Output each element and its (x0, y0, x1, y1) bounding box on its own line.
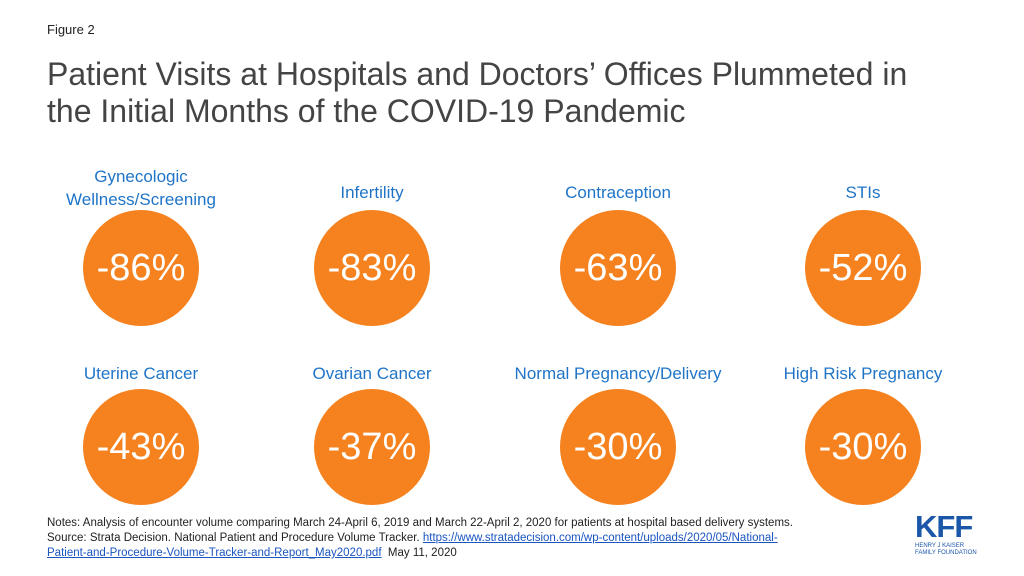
stat-label-line: High Risk Pregnancy (783, 364, 943, 383)
kff-logo: KFF HENRY J KAISER FAMILY FOUNDATION (903, 510, 1003, 560)
stat-circle: -43% (83, 389, 199, 505)
stat-circle: -86% (83, 210, 199, 326)
stat-label-line: Uterine Cancer (83, 364, 199, 383)
stat-value: -52% (818, 246, 908, 289)
stat-value: -86% (96, 246, 186, 289)
stat-tile: Normal Pregnancy/Delivery -30% (508, 362, 728, 512)
stat-circle: -83% (314, 210, 430, 326)
source-date: May 11, 2020 (381, 547, 457, 559)
stat-tile: STIs -52% (753, 165, 973, 326)
stat-label-line: Contraception (565, 183, 671, 202)
stat-value: -30% (818, 425, 908, 468)
stat-label: Contraception (508, 181, 728, 204)
stat-circle: -30% (560, 389, 676, 505)
stat-tile: High Risk Pregnancy -30% (753, 362, 973, 512)
stat-value: -83% (327, 246, 417, 289)
source-prefix: Source: Strata Decision. National Patien… (47, 532, 423, 544)
source-link-part2: Patient-and-Procedure-Volume-Tracker-and… (47, 547, 382, 559)
kff-logo-line-2: FAMILY FOUNDATION (915, 550, 977, 556)
stat-label: Normal Pregnancy/Delivery (508, 362, 728, 385)
stat-tile: Contraception -63% (508, 165, 728, 326)
stat-value: -37% (327, 425, 417, 468)
stat-label-line: Wellness/Screening (66, 190, 216, 209)
figure-label: Figure 2 (47, 22, 95, 37)
source-link[interactable]: https://www.stratadecision.com/wp-conten… (47, 532, 778, 559)
stat-circle: -37% (314, 389, 430, 505)
notes: Notes: Analysis of encounter volume comp… (47, 516, 907, 561)
stat-label: Gynecologic Wellness/Screening (31, 165, 251, 211)
stat-label: STIs (753, 181, 973, 204)
stat-label-line: STIs (845, 183, 881, 202)
stat-label-line: Normal Pregnancy/Delivery (514, 364, 722, 383)
page-title: Patient Visits at Hospitals and Doctors’… (47, 56, 1007, 130)
stat-label: Uterine Cancer (31, 362, 251, 385)
stat-label-line: Infertility (340, 183, 404, 202)
stat-label: Ovarian Cancer (262, 362, 482, 385)
stat-label: High Risk Pregnancy (753, 362, 973, 385)
stat-value: -30% (573, 425, 663, 468)
stat-tile: Gynecologic Wellness/Screening -86% (31, 165, 251, 326)
stat-tile: Infertility -83% (262, 165, 482, 326)
source-line: Source: Strata Decision. National Patien… (47, 531, 907, 561)
stat-circle: -63% (560, 210, 676, 326)
kff-logo-line-1: HENRY J KAISER (915, 543, 965, 549)
stat-circle: -52% (805, 210, 921, 326)
title-line-2: the Initial Months of the COVID-19 Pande… (47, 93, 686, 129)
kff-logo-subtitle: HENRY J KAISER FAMILY FOUNDATION (915, 543, 1005, 557)
stat-label: Infertility (262, 181, 482, 204)
stat-label-line: Gynecologic (94, 167, 188, 186)
stat-value: -43% (96, 425, 186, 468)
notes-line: Notes: Analysis of encounter volume comp… (47, 517, 793, 529)
kff-logo-mark: KFF (915, 509, 973, 544)
title-line-1: Patient Visits at Hospitals and Doctors’… (47, 56, 908, 92)
source-link-part1: https://www.stratadecision.com/wp-conten… (422, 532, 778, 544)
stat-label-line: Ovarian Cancer (312, 364, 432, 383)
stat-tile: Uterine Cancer -43% (31, 362, 251, 512)
stat-circle: -30% (805, 389, 921, 505)
stat-value: -63% (573, 246, 663, 289)
stat-tile: Ovarian Cancer -37% (262, 362, 482, 512)
